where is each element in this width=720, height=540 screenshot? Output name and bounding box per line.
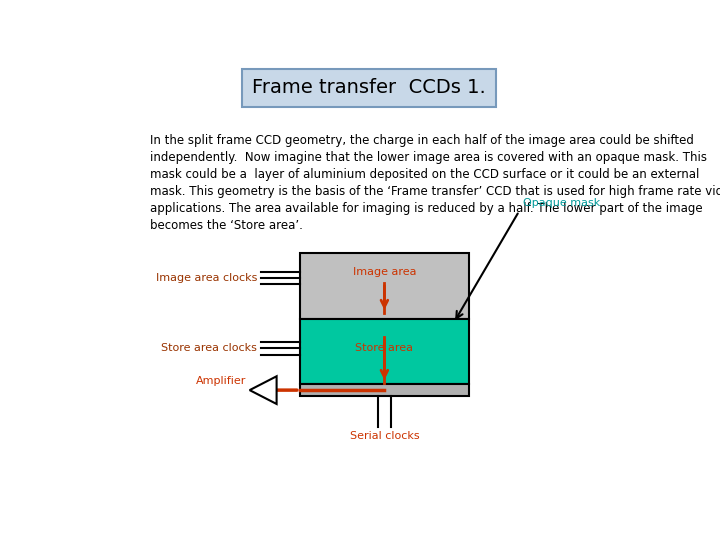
Text: Amplifier: Amplifier <box>195 376 246 386</box>
Text: Image area: Image area <box>353 267 416 277</box>
Text: Frame transfer  CCDs 1.: Frame transfer CCDs 1. <box>252 78 486 97</box>
Text: In the split frame CCD geometry, the charge in each half of the image area could: In the split frame CCD geometry, the cha… <box>150 134 720 232</box>
Text: Store area: Store area <box>356 343 413 353</box>
Bar <box>300 319 469 384</box>
Polygon shape <box>250 376 276 404</box>
Text: Serial clocks: Serial clocks <box>350 430 419 441</box>
Text: Opaque mask: Opaque mask <box>523 198 600 208</box>
Bar <box>300 384 469 396</box>
Text: Image area clocks: Image area clocks <box>156 273 257 284</box>
Text: Store area clocks: Store area clocks <box>161 343 257 353</box>
Bar <box>300 253 469 319</box>
